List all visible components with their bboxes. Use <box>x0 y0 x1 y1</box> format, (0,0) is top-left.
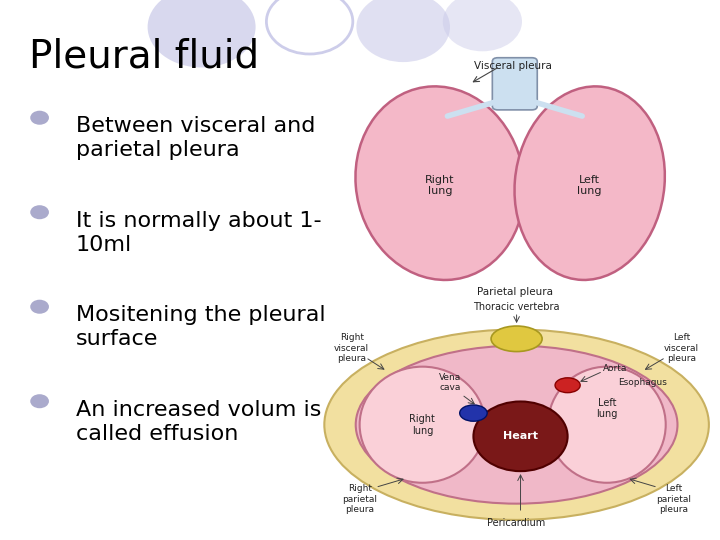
Text: Right
parietal
pleura: Right parietal pleura <box>342 484 377 514</box>
Text: An increased volum is
called effusion: An increased volum is called effusion <box>76 400 321 443</box>
Circle shape <box>30 205 49 219</box>
Text: Right
lung: Right lung <box>426 175 454 197</box>
Ellipse shape <box>474 402 567 471</box>
Ellipse shape <box>324 329 709 520</box>
Text: Thoracic vertebra: Thoracic vertebra <box>473 302 560 313</box>
Circle shape <box>443 0 522 51</box>
Ellipse shape <box>359 367 485 483</box>
Ellipse shape <box>515 86 665 280</box>
Text: Left
visceral
pleura: Left visceral pleura <box>664 333 699 363</box>
Text: Pleural fluid: Pleural fluid <box>29 38 259 76</box>
Text: Left
parietal
pleura: Left parietal pleura <box>656 484 691 514</box>
Text: It is normally about 1-
10ml: It is normally about 1- 10ml <box>76 211 321 254</box>
Text: Mositening the pleural
surface: Mositening the pleural surface <box>76 305 325 349</box>
Circle shape <box>148 0 256 68</box>
Text: Parietal pleura: Parietal pleura <box>477 287 553 298</box>
FancyBboxPatch shape <box>492 58 537 110</box>
Text: Left
lung: Left lung <box>596 397 618 419</box>
Ellipse shape <box>491 326 542 352</box>
Circle shape <box>30 394 49 408</box>
Ellipse shape <box>548 367 666 483</box>
Text: Right
visceral
pleura: Right visceral pleura <box>334 333 369 363</box>
Circle shape <box>30 111 49 125</box>
Ellipse shape <box>356 346 678 504</box>
Text: Pericardium: Pericardium <box>487 518 546 529</box>
Text: Visceral pleura: Visceral pleura <box>474 62 552 71</box>
Circle shape <box>459 405 487 421</box>
Ellipse shape <box>356 86 524 280</box>
Text: Left
lung: Left lung <box>577 175 602 197</box>
Text: Between visceral and
parietal pleura: Between visceral and parietal pleura <box>76 116 315 160</box>
Circle shape <box>30 300 49 314</box>
Text: Esophagus: Esophagus <box>618 379 667 387</box>
Text: Heart: Heart <box>503 431 538 441</box>
Text: Vena
cava: Vena cava <box>438 373 461 392</box>
Circle shape <box>356 0 450 62</box>
Text: Aorta: Aorta <box>603 364 627 374</box>
Circle shape <box>555 378 580 393</box>
Text: Right
lung: Right lung <box>410 414 436 435</box>
